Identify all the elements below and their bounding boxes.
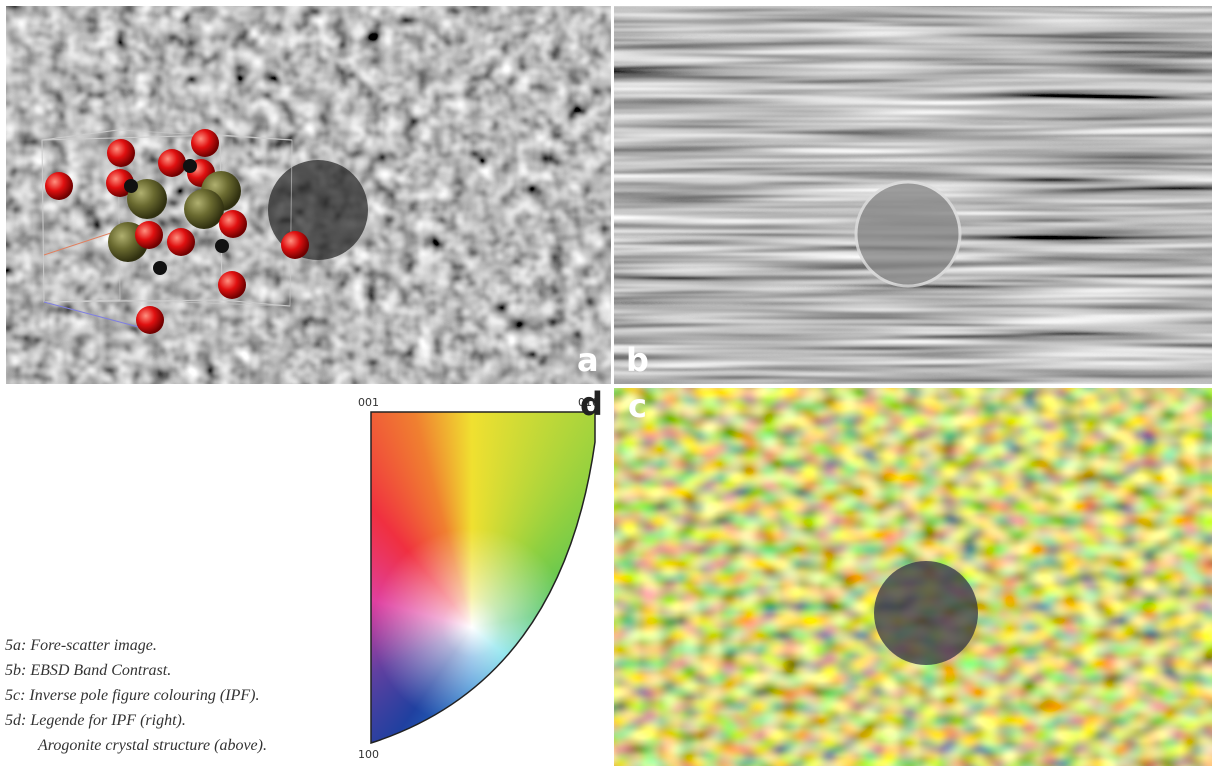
- caption: Arogonite crystal structure (above).: [38, 737, 267, 755]
- panel-label: d: [580, 388, 603, 420]
- caption: 5a: Fore-scatter image.: [5, 637, 157, 655]
- caption: 5d: Legende for IPF (right).: [5, 712, 186, 730]
- caption: 5b: EBSD Band Contrast.: [5, 662, 171, 680]
- panel-label: c: [628, 390, 647, 422]
- ipf-label: 100: [358, 748, 379, 761]
- ipf-label: 001: [358, 396, 379, 409]
- caption: 5c: Inverse pole figure colouring (IPF).: [5, 687, 259, 705]
- page: 001 010 100 a b c d 5a: Fore-scatter ima…: [0, 0, 1214, 766]
- inclusion: [874, 561, 978, 665]
- panel-label: a: [577, 344, 599, 376]
- panel-label: b: [626, 344, 649, 376]
- inclusion: [856, 182, 960, 286]
- ipf-outline: [369, 410, 597, 746]
- figure: [0, 0, 1214, 766]
